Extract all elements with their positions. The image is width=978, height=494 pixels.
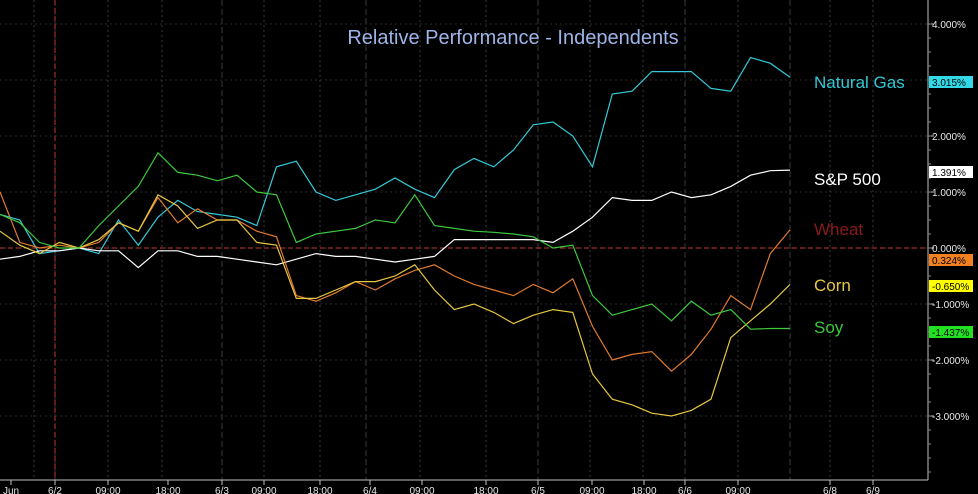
x-tick-label: 18:00 <box>155 486 180 494</box>
last-value-badge <box>929 76 973 88</box>
last-value-badges: 3.015% 1.391% 0.324% -0.650% -1.437% <box>929 76 973 339</box>
y-tick-label: 0.000% <box>932 244 966 255</box>
last-value-badge <box>929 326 973 338</box>
zero-line <box>0 0 928 480</box>
x-tick-label: 6/9 <box>866 486 880 494</box>
series-label-natural-gas: Natural Gas <box>814 73 905 92</box>
y-tick-label: -3.000% <box>932 412 969 423</box>
x-tick-label: 6/8 <box>823 486 837 494</box>
y-tick-label: -2.000% <box>932 356 969 367</box>
last-value-text: 1.391% <box>932 168 966 179</box>
x-tick-label: 6/3 <box>215 486 229 494</box>
x-tick-label: 6/5 <box>531 486 545 494</box>
x-tick-label: 6/4 <box>363 486 377 494</box>
last-value-badge <box>929 254 973 266</box>
last-value-badge <box>929 166 973 178</box>
last-value-text: 3.015% <box>932 78 966 89</box>
x-tick-label: 18:00 <box>631 486 656 494</box>
y-tick-label: 1.000% <box>932 188 966 199</box>
x-tick-label: 18:00 <box>307 486 332 494</box>
x-tick-label: 09:00 <box>725 486 750 494</box>
series-line-natural-gas <box>0 56 791 255</box>
series-label-corn: Corn <box>814 276 851 295</box>
series-line-soy <box>0 151 790 330</box>
x-tick-label: Jun <box>3 486 19 494</box>
x-tick-label: 6/2 <box>48 486 62 494</box>
last-value-text: -0.650% <box>932 282 969 293</box>
y-tick-label: -1.000% <box>932 300 969 311</box>
last-value-text: -1.437% <box>932 328 969 339</box>
series-line-s-p-500 <box>0 169 791 269</box>
series-label-wheat: Wheat <box>814 220 863 239</box>
x-tick-label: 09:00 <box>95 486 120 494</box>
last-value-badge <box>929 280 973 292</box>
y-tick-label: 2.000% <box>932 132 966 143</box>
x-tick-label: 09:00 <box>409 486 434 494</box>
series-label-soy: Soy <box>814 318 844 337</box>
series-labels: Natural Gas S&P 500 Wheat Corn Soy <box>814 73 905 337</box>
x-tick-label: 18:00 <box>473 486 498 494</box>
series-lines <box>0 56 791 417</box>
x-tick-label: 6/6 <box>678 486 692 494</box>
x-tick-label: 09:00 <box>579 486 604 494</box>
y-tick-label: 4.000% <box>932 20 966 31</box>
chart-title: Relative Performance - Independents <box>347 27 678 49</box>
x-tick-label: 09:00 <box>251 486 276 494</box>
last-value-text: 0.324% <box>932 256 966 267</box>
series-line-corn <box>0 193 791 417</box>
series-label-s-p-500: S&P 500 <box>814 170 881 189</box>
x-axis-ticks: Jun 6/2 09:00 18:00 6/3 09:00 18:00 6/4 09:00 18:… <box>3 480 880 494</box>
